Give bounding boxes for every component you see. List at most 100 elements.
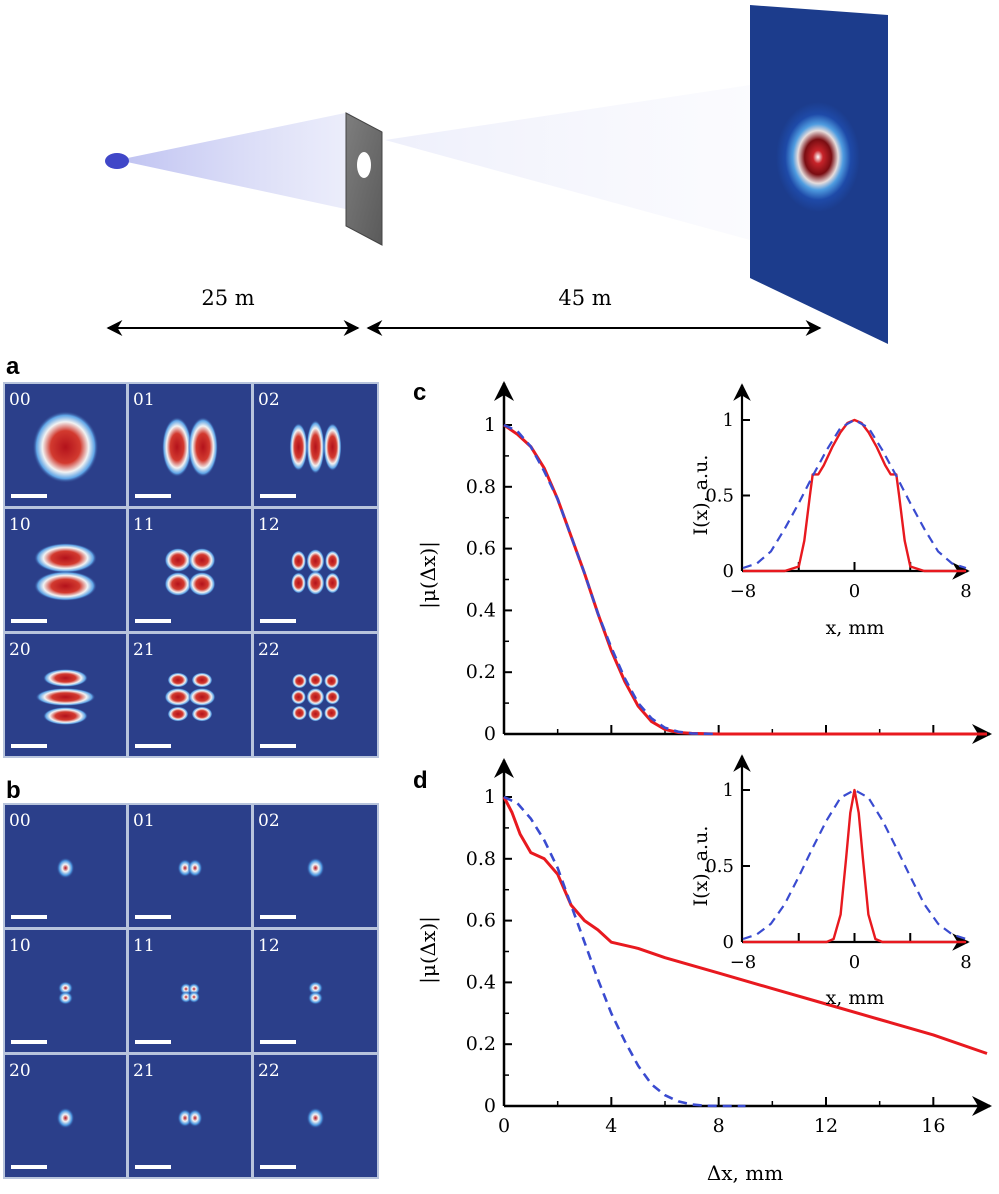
chart-d-inset-intensity: 00.51−8 0 8I(x), a.u.x, mm [690, 754, 972, 1009]
mode-lobe [292, 705, 307, 721]
scale-bar [260, 494, 296, 498]
y-tick-label: 0.5 [705, 856, 734, 877]
y-tick-label: 0.4 [466, 599, 496, 621]
x-tick-label: −8 [730, 952, 757, 973]
mode-label-20: 20 [9, 1061, 31, 1081]
mode-lobe [291, 550, 306, 572]
mode-lobe [188, 548, 216, 572]
mode-label-21: 21 [133, 1061, 155, 1081]
mode-lobe [188, 572, 216, 596]
panel-letter-d: d [413, 767, 428, 794]
mode-tile-11 [129, 509, 251, 631]
y-tick-label: 1 [484, 786, 496, 808]
mode-lobe [291, 572, 306, 594]
mode-lobe [32, 411, 99, 483]
mode-label-22: 22 [258, 1061, 280, 1081]
x-tick-label: 0 [849, 952, 860, 973]
series-solid-red [502, 796, 988, 1055]
y-tick-label: 0 [723, 561, 734, 582]
series-dashed-blue [503, 423, 719, 736]
mode-lobe [188, 688, 216, 706]
series-solid-red [743, 418, 966, 573]
mode-label-10: 10 [9, 515, 31, 535]
scale-bar [260, 744, 296, 748]
ring-pattern [776, 102, 860, 212]
x-tick-label: 8 [960, 952, 971, 973]
mode-label-02: 02 [258, 811, 280, 831]
mode-lobe [187, 1109, 203, 1127]
mode-lobe [292, 673, 307, 689]
panel-letter-a: a [6, 353, 20, 380]
y-tick-label: 0.5 [705, 486, 734, 507]
mode-lobe [289, 423, 308, 471]
y-tick-label: 0.2 [466, 661, 496, 683]
mode-lobe [56, 857, 75, 879]
mode-grid-a: 00 01 02 10 11 12 20 21 22 [3, 382, 379, 758]
y-tick-label: 0.8 [466, 848, 496, 870]
distance-label-2: 45 m [558, 286, 611, 310]
beam-cone-2 [385, 85, 750, 240]
mode-lobe [56, 1107, 75, 1129]
mode-label-12: 12 [258, 515, 280, 535]
mode-lobe [291, 689, 306, 705]
mode-lobe [325, 572, 340, 594]
mode-lobe [306, 549, 325, 573]
x-tick-label: −8 [730, 581, 757, 602]
x-axis-title: Δx, mm [707, 1161, 783, 1185]
scale-bar [135, 494, 171, 498]
mode-lobe [164, 548, 192, 572]
mode-lobe [306, 420, 325, 474]
y-tick-label: 0.2 [466, 1033, 496, 1055]
series-dashed-blue [742, 788, 967, 941]
mode-label-21: 21 [133, 640, 155, 660]
mode-lobe [164, 688, 192, 706]
scale-bar [135, 1040, 171, 1044]
scale-bar [260, 1040, 296, 1044]
y-tick-label: 0.6 [466, 910, 496, 932]
mode-label-12: 12 [258, 936, 280, 956]
mode-lobe [308, 981, 323, 995]
series-dashed-blue [503, 795, 746, 1108]
mode-lobe [191, 672, 213, 688]
y-tick-label: 1 [484, 414, 496, 436]
chart-c-coherence: 0 0.2 0.4 0.6 0.8 1 |μ(Δx)| [416, 381, 992, 745]
scale-bar [135, 744, 171, 748]
mode-lobe [324, 673, 339, 689]
mode-lobe [167, 672, 189, 688]
x-tick-label: 16 [921, 1115, 945, 1137]
scale-bar [11, 915, 47, 919]
mode-lobe [308, 672, 323, 688]
mode-lobe [35, 688, 96, 706]
x-tick-label: 8 [713, 1115, 725, 1137]
mode-lobe [306, 571, 325, 595]
mode-label-22: 22 [258, 640, 280, 660]
y-tick-label: 0.4 [466, 971, 496, 993]
panel-letter-c: c [413, 379, 426, 406]
series-solid-red [743, 788, 966, 944]
mode-lobe [324, 705, 339, 721]
scale-bar [135, 1165, 171, 1169]
y-tick-label: 1 [723, 410, 734, 431]
chart-d-coherence: 0 0.2 0.4 0.6 0.8 1 0 4 8 12 16 |μ(Δx)| Δx, mm [416, 758, 992, 1185]
distance-label-1: 25 m [201, 286, 254, 310]
mode-lobe [187, 859, 203, 877]
scale-bar [11, 1040, 47, 1044]
x-tick-label: 0 [498, 1115, 510, 1137]
scale-bar [260, 1165, 296, 1169]
scale-bar [11, 619, 47, 623]
mode-lobe [325, 550, 340, 572]
mode-lobe [188, 417, 218, 477]
x-axis-title: x, mm [826, 617, 885, 639]
scale-bar [135, 915, 171, 919]
mode-label-01: 01 [133, 390, 155, 410]
series-solid-red [503, 423, 987, 736]
mode-grid-b: 00 01 02 10 11 12 20 21 22 [3, 803, 379, 1179]
x-tick-label: 0 [849, 581, 860, 602]
x-tick-label: 4 [605, 1115, 617, 1137]
y-axis-title: |μ(Δx)| [416, 541, 441, 609]
y-tick-label: 0 [484, 723, 496, 745]
chart-c-inset-intensity: 00.51−8 0 8I(x), a.u.x, mm [690, 383, 972, 639]
mode-label-11: 11 [133, 515, 155, 535]
mode-lobe [308, 991, 323, 1005]
mode-label-20: 20 [9, 640, 31, 660]
